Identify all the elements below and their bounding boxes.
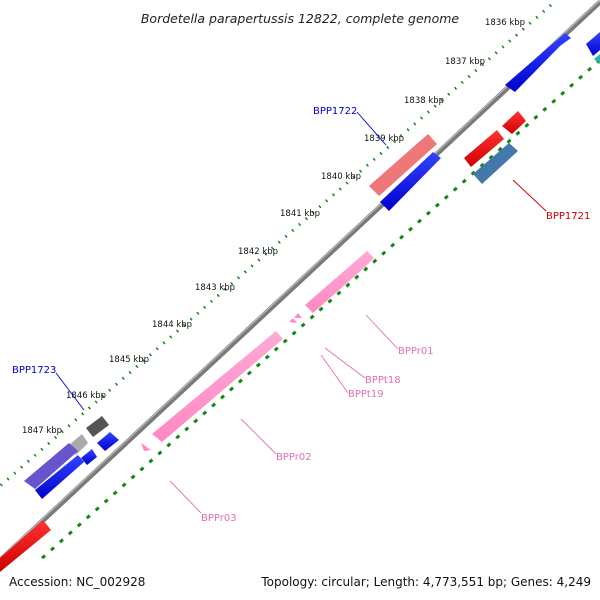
gene-label[interactable]: BPPr01 xyxy=(398,346,434,357)
cds-feature[interactable] xyxy=(505,33,571,92)
gene-label[interactable]: BPP1723 xyxy=(12,365,56,376)
accession-text: Accession: NC_002928 xyxy=(9,575,145,589)
gene-bpp1723-darkgray[interactable] xyxy=(86,416,109,437)
rrna-bppr02[interactable] xyxy=(152,331,283,442)
rrna-bppr01[interactable] xyxy=(305,251,374,313)
gene-label[interactable]: BPPr02 xyxy=(276,452,312,463)
cds-feature[interactable] xyxy=(586,32,600,56)
gene-label[interactable]: BPP1722 xyxy=(313,106,357,117)
rrna-bppr03[interactable] xyxy=(141,443,151,451)
scale-labels: 1836 kbp 1837 kbp 1838 kbp 1839 kbp 1840… xyxy=(22,18,525,436)
label-bpp1722[interactable]: BPP1722 xyxy=(313,106,387,146)
kbp-label: 1846 kbp xyxy=(66,391,106,401)
outer-tick-ring xyxy=(0,3,552,488)
gene-label[interactable]: BPPt18 xyxy=(365,375,401,386)
kbp-label: 1836 kbp xyxy=(485,18,525,28)
label-bppt18[interactable]: BPPt18 xyxy=(324,347,401,386)
gene-label[interactable]: BPPr03 xyxy=(201,513,237,524)
label-bppt19[interactable]: BPPt19 xyxy=(320,354,384,400)
cds-feature[interactable] xyxy=(81,449,97,465)
label-bppr01[interactable]: BPPr01 xyxy=(365,314,434,357)
misc-feature[interactable] xyxy=(594,54,600,64)
kbp-label: 1838 kbp xyxy=(404,96,444,106)
gene-label[interactable]: BPPt19 xyxy=(348,389,384,400)
gene-bpp1722[interactable] xyxy=(380,152,441,211)
cds-feature[interactable] xyxy=(0,520,51,572)
gene-label[interactable]: BPP1721 xyxy=(546,211,590,222)
kbp-label: 1840 kbp xyxy=(321,172,361,182)
cds-feature[interactable] xyxy=(35,455,84,499)
kbp-label: 1839 kbp xyxy=(364,134,404,144)
gene-bpp1723[interactable] xyxy=(24,443,78,489)
kbp-label: 1841 kbp xyxy=(280,209,320,219)
label-bpp1723[interactable]: BPP1723 xyxy=(12,365,85,411)
cds-feature[interactable] xyxy=(502,111,526,134)
trna-bppt18[interactable] xyxy=(294,313,302,318)
cds-feature[interactable] xyxy=(97,432,119,451)
inner-tick-ring xyxy=(39,58,600,562)
kbp-label: 1842 kbp xyxy=(238,247,278,257)
label-bppr03[interactable]: BPPr03 xyxy=(169,480,237,524)
kbp-label: 1837 kbp xyxy=(445,57,485,67)
cds-feature[interactable] xyxy=(464,130,504,167)
trna-bppt19[interactable] xyxy=(289,318,297,323)
label-bppr02[interactable]: BPPr02 xyxy=(240,418,312,463)
kbp-label: 1845 kbp xyxy=(109,355,149,365)
genome-summary-text: Topology: circular; Length: 4,773,551 bp… xyxy=(260,575,591,589)
gene-bpp1722-salmon[interactable] xyxy=(369,134,437,196)
map-title: Bordetella parapertussis 12822, complete… xyxy=(141,11,460,26)
kbp-label: 1844 kbp xyxy=(152,320,192,330)
kbp-label: 1847 kbp xyxy=(22,426,62,436)
kbp-label: 1843 kbp xyxy=(195,283,235,293)
label-bpp1721[interactable]: BPP1721 xyxy=(512,179,590,222)
genome-backbone xyxy=(0,0,600,564)
gene-bpp1721[interactable] xyxy=(473,143,518,184)
